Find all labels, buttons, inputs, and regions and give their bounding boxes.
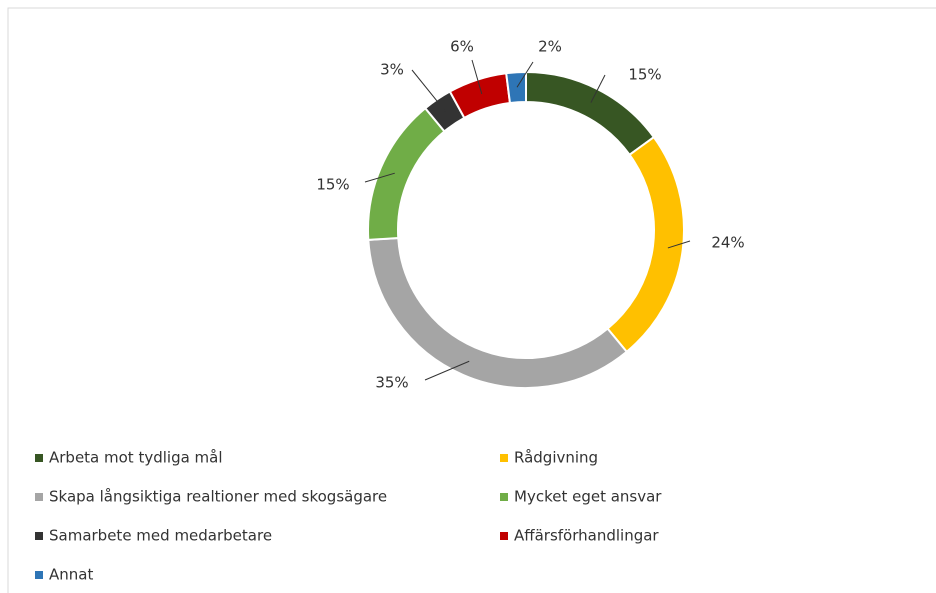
data-label: 15% [628, 66, 661, 84]
legend-label: Affärsförhandlingar [514, 527, 659, 545]
leader-line [590, 74, 606, 103]
legend-label: Skapa långsiktiga realtioner med skogsäg… [49, 488, 387, 506]
leader-line [411, 69, 447, 113]
data-label: 15% [316, 176, 349, 194]
leader-line [364, 172, 395, 183]
legend-label: Arbeta mot tydliga mål [49, 449, 223, 467]
leader-line [516, 61, 534, 88]
legend-swatch [500, 493, 508, 501]
legend-label: Rådgivning [514, 449, 598, 467]
legend-swatch [35, 532, 43, 540]
legend-swatch [35, 571, 43, 579]
data-label: 35% [375, 374, 408, 392]
data-label: 2% [538, 38, 562, 56]
legend-swatch [35, 454, 43, 462]
leader-line [667, 240, 691, 249]
leader-line [424, 360, 470, 381]
donut-segment [505, 70, 527, 105]
data-label: 6% [450, 38, 474, 56]
legend-label: Samarbete med medarbetare [49, 527, 272, 545]
legend-swatch [500, 454, 508, 462]
legend-label: Annat [49, 566, 93, 584]
legend-swatch [500, 532, 508, 540]
data-label: 3% [380, 61, 404, 79]
legend-swatch [35, 493, 43, 501]
legend-label: Mycket eget ansvar [514, 488, 662, 506]
data-label: 24% [711, 234, 744, 252]
leader-line [471, 59, 483, 95]
